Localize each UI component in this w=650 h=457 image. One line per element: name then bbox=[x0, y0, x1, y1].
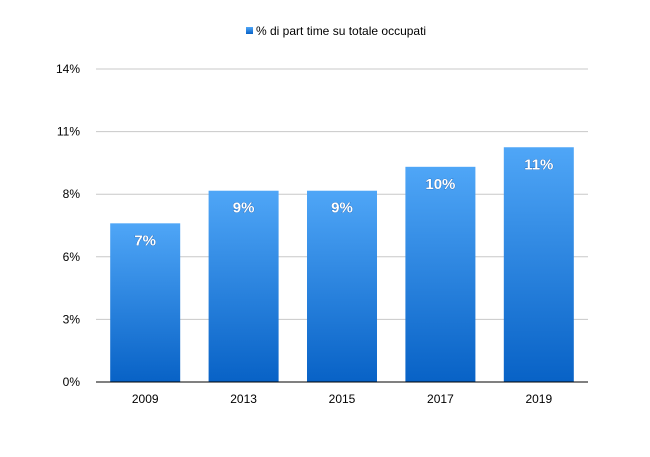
y-tick-label: 8% bbox=[63, 187, 81, 201]
legend: % di part time su totale occupati bbox=[246, 24, 426, 38]
data-label-2015: 9% bbox=[331, 200, 353, 217]
legend-swatch bbox=[246, 27, 253, 34]
data-label-2013: 9% bbox=[233, 200, 255, 217]
x-tick-label: 2019 bbox=[525, 392, 552, 406]
y-tick-label: 14% bbox=[56, 62, 80, 76]
data-label-2009: 7% bbox=[134, 232, 156, 249]
x-tick-label: 2015 bbox=[329, 392, 356, 406]
y-tick-label: 6% bbox=[63, 250, 81, 264]
y-axis-ticks: 0% 3% 6% 8% 11% 14% bbox=[56, 62, 80, 389]
x-tick-label: 2013 bbox=[230, 392, 257, 406]
y-tick-label: 3% bbox=[63, 312, 81, 326]
x-tick-label: 2017 bbox=[427, 392, 454, 406]
bar-2015 bbox=[307, 190, 377, 382]
legend-label: % di part time su totale occupati bbox=[256, 24, 426, 38]
bar-2017 bbox=[405, 166, 476, 382]
data-labels: 7% 9% 9% 10% 11% bbox=[134, 156, 554, 250]
y-tick-label: 0% bbox=[63, 375, 81, 389]
bar-2009 bbox=[110, 223, 181, 382]
y-tick-label: 11% bbox=[57, 125, 80, 139]
x-tick-label: 2009 bbox=[132, 392, 159, 406]
data-label-2019: 11% bbox=[524, 156, 553, 173]
bar-2013 bbox=[208, 190, 279, 382]
bars bbox=[110, 147, 574, 382]
bar-2019 bbox=[503, 147, 574, 382]
data-label-2017: 10% bbox=[425, 176, 455, 193]
x-axis-ticks: 2009 2013 2015 2017 2019 bbox=[132, 392, 553, 406]
